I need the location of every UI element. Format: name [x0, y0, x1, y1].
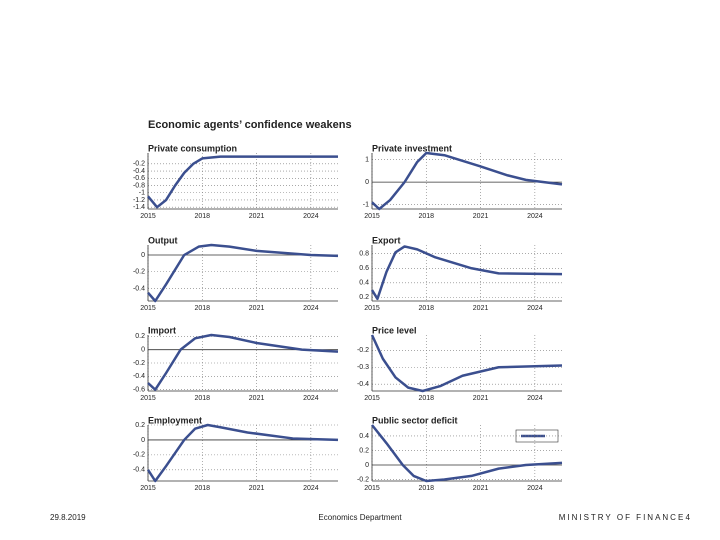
- y-tick-label: -0.2: [133, 360, 145, 367]
- y-tick-label: -0.4: [133, 467, 145, 474]
- panel-title: Export: [372, 235, 401, 245]
- y-tick-label: 0.2: [135, 333, 145, 340]
- y-tick-label: -0.2: [133, 452, 145, 459]
- y-tick-label: 0: [365, 179, 369, 186]
- y-tick-label: 0.2: [359, 294, 369, 301]
- panel-title: Employment: [148, 415, 202, 425]
- y-tick-label: -0.6: [133, 175, 145, 182]
- x-tick-label: 2015: [364, 213, 380, 220]
- y-tick-label: 0.2: [135, 422, 145, 429]
- y-tick-label: -0.2: [357, 347, 369, 354]
- x-tick-label: 2024: [527, 485, 543, 492]
- data-line: [370, 334, 563, 393]
- panel-title: Private investment: [372, 143, 452, 153]
- x-tick-label: 2021: [473, 485, 489, 492]
- data-line: [147, 243, 339, 303]
- y-tick-label: -1.2: [133, 197, 145, 204]
- x-tick-label: 2021: [249, 395, 265, 402]
- y-tick-label: 0.4: [359, 433, 369, 440]
- data-line: [371, 151, 563, 211]
- panel-title: Import: [148, 325, 176, 335]
- footer-page: 4: [686, 513, 691, 522]
- data-line: [370, 245, 563, 301]
- y-tick-label: -0.2: [133, 161, 145, 168]
- y-tick-label: -0.2: [133, 269, 145, 276]
- x-tick-label: 2018: [418, 395, 434, 402]
- y-tick-label: -1.4: [133, 204, 145, 211]
- y-tick-label: 0.8: [359, 251, 369, 258]
- x-tick-label: 2018: [194, 305, 210, 312]
- x-tick-label: 2021: [249, 305, 265, 312]
- data-line: [147, 155, 338, 209]
- y-tick-label: -0.2: [357, 476, 369, 483]
- x-tick-label: 2018: [194, 213, 210, 220]
- panel-title: Output: [148, 235, 178, 245]
- x-tick-label: 2021: [473, 213, 489, 220]
- y-tick-label: 1: [365, 157, 369, 164]
- y-tick-label: 0.4: [359, 280, 369, 287]
- x-tick-label: 2015: [140, 485, 156, 492]
- y-tick-label: -0.4: [133, 168, 145, 175]
- panel-title: Price level: [372, 325, 417, 335]
- data-line: [146, 423, 339, 483]
- x-tick-label: 2024: [303, 305, 319, 312]
- panel-title: Private consumption: [148, 143, 237, 153]
- y-tick-label: -0.4: [357, 381, 369, 388]
- y-tick-label: -0.6: [133, 387, 145, 394]
- footer-date: 29.8.2019: [50, 513, 86, 522]
- y-tick-label: -1: [363, 201, 369, 208]
- slide-title: Economic agents’ confidence weakens: [148, 119, 352, 131]
- x-tick-label: 2021: [473, 305, 489, 312]
- y-tick-label: 0.6: [359, 265, 369, 272]
- x-tick-label: 2024: [527, 213, 543, 220]
- footer-department: Economics Department: [318, 513, 402, 522]
- x-tick-label: 2024: [303, 395, 319, 402]
- y-tick-label: 0: [141, 252, 145, 259]
- x-tick-label: 2018: [418, 305, 434, 312]
- x-tick-label: 2015: [140, 305, 156, 312]
- y-tick-label: 0: [365, 462, 369, 469]
- x-tick-label: 2015: [140, 395, 156, 402]
- data-line: [371, 424, 563, 483]
- x-tick-label: 2024: [527, 305, 543, 312]
- y-tick-label: 0: [141, 347, 145, 354]
- x-tick-label: 2021: [473, 395, 489, 402]
- panel-title: Public sector deficit: [372, 415, 458, 425]
- y-tick-label: 0: [141, 437, 145, 444]
- x-tick-label: 2018: [418, 485, 434, 492]
- x-tick-label: 2015: [364, 485, 380, 492]
- data-line: [147, 333, 339, 391]
- x-tick-label: 2021: [249, 213, 265, 220]
- x-tick-label: 2018: [194, 485, 210, 492]
- x-tick-label: 2021: [249, 485, 265, 492]
- x-tick-label: 2018: [194, 395, 210, 402]
- x-tick-label: 2015: [364, 395, 380, 402]
- y-tick-label: -0.3: [357, 364, 369, 371]
- footer-organization: MINISTRY OF FINANCE: [559, 513, 686, 522]
- y-tick-label: 0.2: [359, 447, 369, 454]
- x-tick-label: 2024: [527, 395, 543, 402]
- x-tick-label: 2018: [418, 213, 434, 220]
- x-tick-label: 2024: [303, 213, 319, 220]
- y-tick-label: -0.4: [133, 285, 145, 292]
- y-tick-label: -0.8: [133, 182, 145, 189]
- x-tick-label: 2015: [140, 213, 156, 220]
- x-tick-label: 2015: [364, 305, 380, 312]
- y-tick-label: -1: [139, 190, 145, 197]
- y-tick-label: -0.4: [133, 373, 145, 380]
- x-tick-label: 2024: [303, 485, 319, 492]
